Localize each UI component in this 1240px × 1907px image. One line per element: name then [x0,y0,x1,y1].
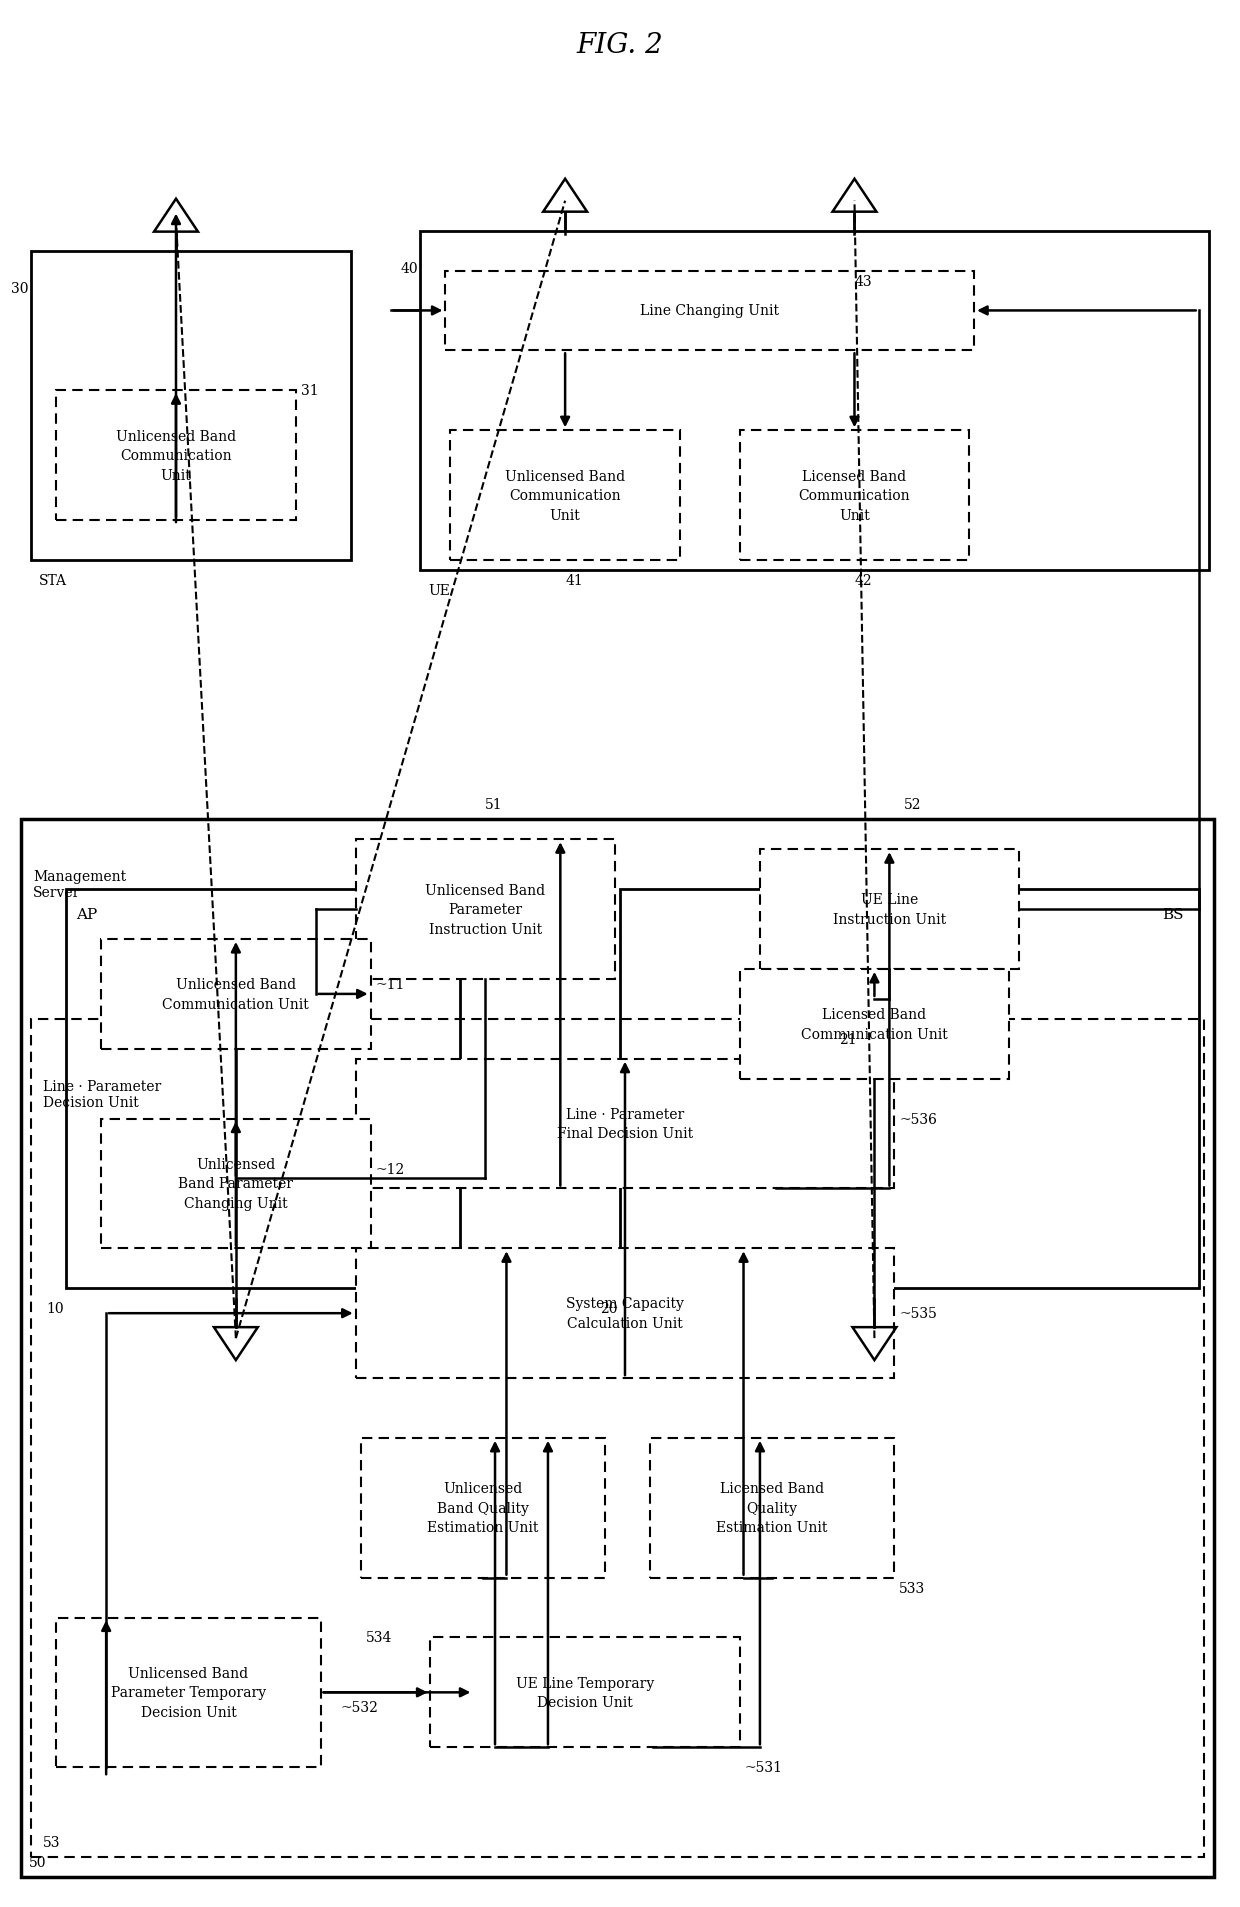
Text: 43: 43 [854,275,872,288]
Bar [430,1638,740,1747]
Bar [356,1058,894,1188]
Text: 40: 40 [401,261,418,275]
Text: Line · Parameter
Decision Unit: Line · Parameter Decision Unit [43,1079,161,1110]
Text: 42: 42 [854,574,872,587]
Text: 10: 10 [46,1301,64,1316]
Bar [56,391,295,521]
Bar [620,891,1199,1289]
Text: Unlicensed
Band Parameter
Changing Unit: Unlicensed Band Parameter Changing Unit [179,1158,294,1211]
Text: 52: 52 [904,797,921,812]
Bar [650,1438,894,1577]
Text: Line Changing Unit: Line Changing Unit [640,305,779,318]
Text: UE Line
Instruction Unit: UE Line Instruction Unit [833,892,946,927]
Text: Licensed Band
Communication Unit: Licensed Band Communication Unit [801,1007,947,1041]
Text: ~536: ~536 [899,1112,937,1125]
Text: UE Line Temporary
Decision Unit: UE Line Temporary Decision Unit [516,1676,655,1709]
Bar [102,1119,371,1249]
Text: Licensed Band
Communication
Unit: Licensed Band Communication Unit [799,469,910,523]
Text: UE: UE [429,584,450,597]
Bar [445,271,975,351]
Text: Licensed Band
Quality
Estimation Unit: Licensed Band Quality Estimation Unit [717,1482,828,1535]
Text: ~531: ~531 [745,1760,782,1774]
Text: Unlicensed Band
Communication Unit: Unlicensed Band Communication Unit [162,978,309,1011]
Bar [56,1617,321,1768]
Text: Unlicensed Band
Parameter
Instruction Unit: Unlicensed Band Parameter Instruction Un… [425,883,546,936]
Bar [31,252,351,561]
Bar [740,969,1009,1079]
Text: ~12: ~12 [376,1161,404,1177]
Bar [102,940,371,1049]
Text: Unlicensed
Band Quality
Estimation Unit: Unlicensed Band Quality Estimation Unit [427,1482,538,1535]
Text: 41: 41 [565,574,583,587]
Text: 20: 20 [600,1301,618,1316]
Text: 533: 533 [899,1581,925,1594]
Bar [21,820,1214,1876]
Bar [356,1249,894,1379]
Bar [760,851,1019,969]
Text: AP: AP [76,908,98,921]
Text: Unlicensed Band
Communication
Unit: Unlicensed Band Communication Unit [115,429,236,482]
Text: Management
Server: Management Server [33,870,126,900]
Text: 31: 31 [301,383,319,399]
Text: 534: 534 [366,1630,392,1644]
Bar [66,891,460,1289]
Text: Unlicensed Band
Parameter Temporary
Decision Unit: Unlicensed Band Parameter Temporary Deci… [110,1667,267,1718]
Bar [361,1438,605,1577]
Text: 50: 50 [30,1856,47,1869]
Text: FIG. 2: FIG. 2 [577,32,663,59]
Bar [420,231,1209,570]
Text: ~535: ~535 [899,1306,937,1320]
Text: Line · Parameter
Final Decision Unit: Line · Parameter Final Decision Unit [557,1108,693,1140]
Text: 30: 30 [11,282,29,296]
Text: BS: BS [1162,908,1184,921]
Bar [450,431,680,561]
Text: Unlicensed Band
Communication
Unit: Unlicensed Band Communication Unit [505,469,625,523]
Bar [31,1020,1204,1857]
Text: ~532: ~532 [341,1701,378,1714]
Bar [740,431,970,561]
Text: STA: STA [40,574,67,587]
Text: 51: 51 [485,797,503,812]
Text: ~11: ~11 [376,978,405,992]
Text: System Capacity
Calculation Unit: System Capacity Calculation Unit [565,1297,684,1331]
Text: 53: 53 [43,1835,61,1850]
Text: 21: 21 [839,1032,857,1047]
Bar [356,839,615,980]
